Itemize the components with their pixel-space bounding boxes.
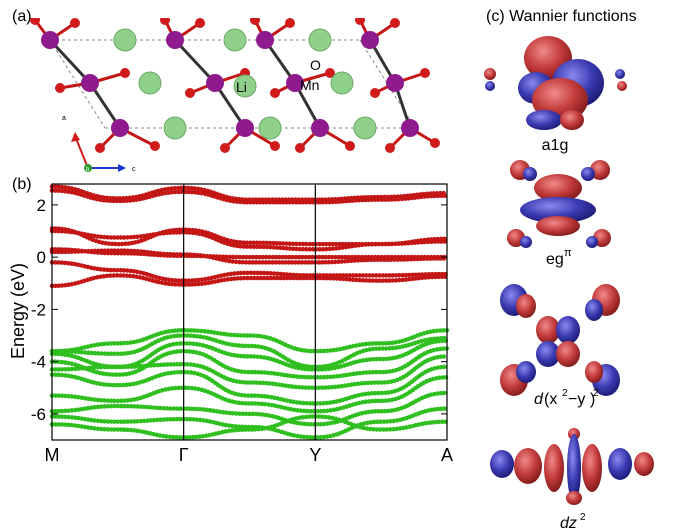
o-label: O bbox=[310, 57, 321, 73]
wannier-a1g bbox=[484, 36, 627, 130]
band-1-4 bbox=[49, 354, 450, 391]
svg-text:): ) bbox=[590, 391, 595, 408]
band-1-3 bbox=[49, 346, 450, 380]
band-1-6 bbox=[49, 375, 450, 414]
axis-triad: a b c bbox=[62, 115, 136, 173]
panel-c-title: (c) Wannier functions bbox=[486, 8, 637, 25]
ytick-label-0: 2 bbox=[37, 196, 46, 215]
band-structure-chart: Energy (eV) 2 0 -2 -4 -6 M Γ Y A bbox=[8, 183, 453, 465]
svg-text:2: 2 bbox=[593, 388, 599, 399]
ytick-label-4: -6 bbox=[31, 405, 46, 424]
ytick-label-2: -2 bbox=[31, 300, 46, 319]
band-1-8 bbox=[49, 406, 450, 440]
wannier-dz2 bbox=[490, 428, 654, 505]
svg-text:d: d bbox=[534, 391, 544, 408]
kpoint-label-3: A bbox=[441, 445, 453, 465]
band-0-0 bbox=[49, 184, 450, 202]
caption-dz2-base: dz bbox=[560, 515, 577, 531]
caption-egpi-base: eg bbox=[546, 251, 564, 268]
o-atoms bbox=[30, 18, 440, 153]
wannier-functions: a1g eg π d (x 2 −y 2 ) bbox=[484, 36, 654, 531]
band-0-6 bbox=[49, 260, 450, 283]
crystal-structure: O Mn Li a b c bbox=[30, 18, 440, 173]
svg-text:−y: −y bbox=[568, 391, 585, 408]
panel-a-label: (a) bbox=[12, 8, 32, 25]
band-1-0 bbox=[49, 328, 450, 354]
axis-b-label: b bbox=[86, 167, 90, 173]
caption-dz2-sup: 2 bbox=[580, 512, 586, 523]
ytick-label-1: 0 bbox=[37, 248, 46, 267]
kpoint-label-2: Y bbox=[309, 445, 321, 465]
mn-atoms bbox=[41, 31, 419, 137]
caption-a1g: a1g bbox=[542, 137, 569, 154]
band-0-1 bbox=[49, 188, 450, 205]
band-1-1 bbox=[49, 333, 450, 370]
caption-dx2y2: d (x 2 −y 2 ) bbox=[534, 388, 599, 408]
band-1-7 bbox=[49, 390, 450, 427]
band-0-5 bbox=[49, 248, 450, 265]
svg-text:2: 2 bbox=[562, 388, 568, 399]
kpoint-label-1: Γ bbox=[179, 445, 189, 465]
bonds bbox=[48, 38, 412, 130]
axis-c-label: c bbox=[132, 166, 136, 173]
ytick-label-3: -4 bbox=[31, 353, 46, 372]
band-0-4 bbox=[49, 247, 450, 260]
wannier-egpi bbox=[507, 160, 611, 248]
panel-b-label: (b) bbox=[12, 176, 32, 193]
kpoint-label-0: M bbox=[45, 445, 60, 465]
axis-a-label: a bbox=[62, 115, 66, 122]
mn-label: Mn bbox=[300, 77, 319, 93]
band-1-9 bbox=[49, 414, 450, 440]
li-atoms bbox=[113, 28, 377, 140]
y-axis-label: Energy (eV) bbox=[8, 263, 28, 359]
band-0-3 bbox=[49, 228, 450, 252]
svg-text:(x: (x bbox=[544, 391, 557, 408]
wannier-dx2y2 bbox=[500, 284, 620, 396]
plot-frame bbox=[51, 183, 448, 441]
caption-egpi-sup: π bbox=[564, 247, 572, 259]
li-label: Li bbox=[236, 79, 247, 95]
cell-edge-left bbox=[49, 39, 106, 129]
band-1-5 bbox=[49, 364, 450, 406]
band-0-7 bbox=[49, 273, 450, 289]
